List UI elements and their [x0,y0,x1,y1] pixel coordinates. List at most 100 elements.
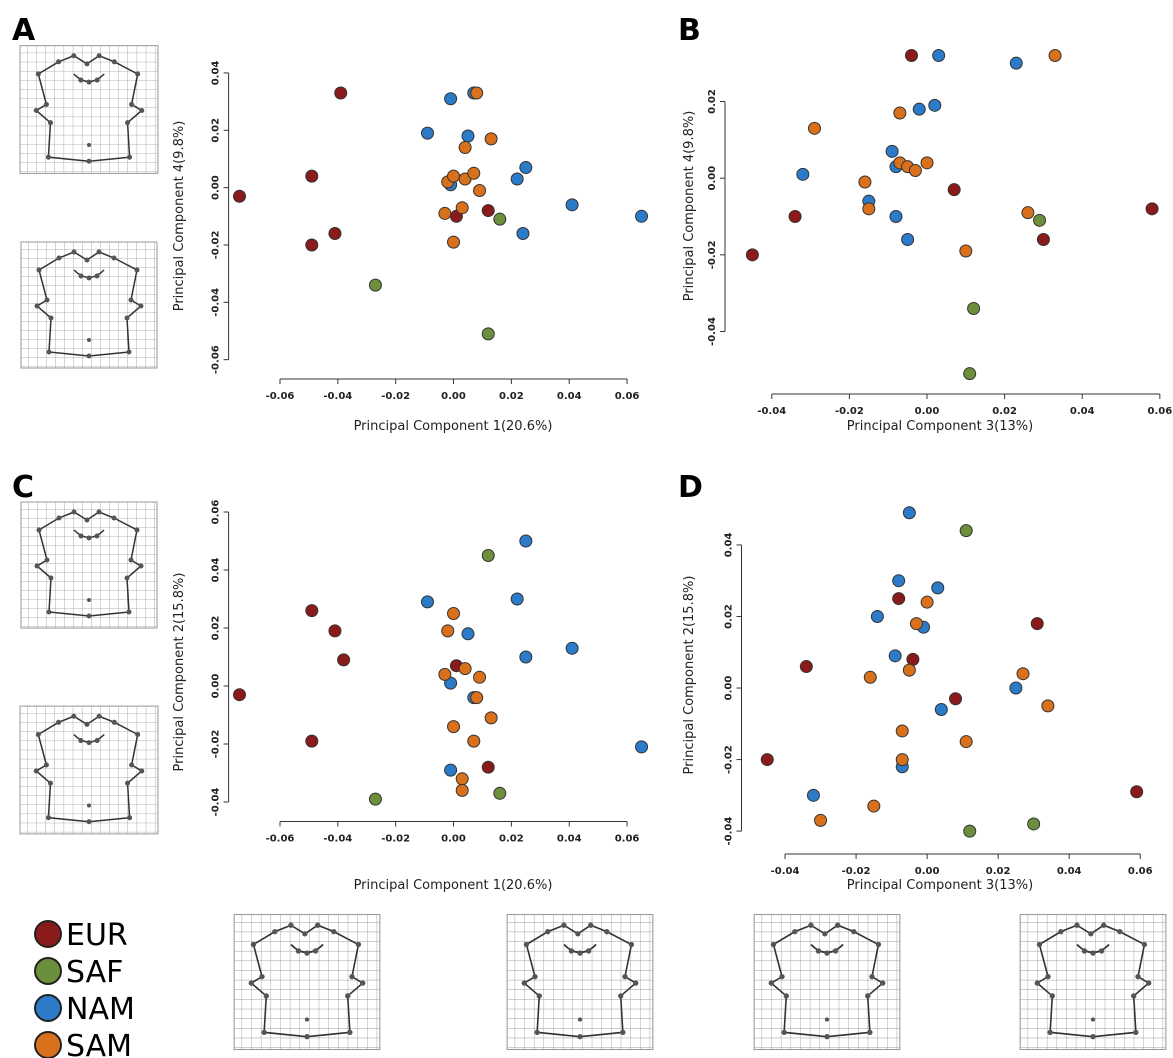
y-axis-title: Principal Component 2(15.8%) [172,573,187,772]
chart: D -0.04 -0.02 0.00 0.02 0.04 0.06 -0.04 -0.02 0.0… [678,470,1153,893]
point [420,126,434,140]
x-tick-label: 0.00 [915,866,940,877]
point [565,198,579,212]
x-axis-title: Principal Component 1(20.6%) [354,878,553,893]
point [461,627,475,641]
point [928,98,942,112]
point [909,617,923,631]
point [760,753,774,767]
point [799,660,813,674]
point [420,595,434,609]
point [565,641,579,655]
y-tick-label: 0.02 [211,118,222,143]
point [862,202,876,216]
x-tick-label: -0.02 [381,834,410,845]
point [368,792,382,806]
point [892,574,906,588]
point [447,235,461,249]
panel-label: C [12,470,34,505]
point [932,49,946,62]
x-tick-label: 0.06 [615,834,640,845]
point [481,549,495,562]
point [931,581,945,595]
x-tick-label: 0.04 [1057,866,1082,877]
point [796,167,810,181]
y-axis-title: Principal Component 4(9.8%) [172,121,187,312]
point [908,164,922,177]
x-tick-label: 0.06 [1147,406,1172,417]
point [305,604,319,618]
point [902,506,916,520]
y-tick-label: -0.06 [211,345,222,374]
chart: C -0.06 -0.04 -0.02 0.00 0.02 0.04 0.06 -0.04 -0.… [12,470,649,893]
y-tick-label: -0.02 [211,231,222,260]
point [473,670,487,684]
point [484,132,498,146]
x-tick-label: -0.02 [842,866,871,877]
x-tick-label: -0.06 [266,391,295,402]
point [444,763,458,777]
x-axis-title: Principal Component 3(13%) [847,878,1033,893]
point [510,172,524,186]
point [920,156,934,170]
y-tick-label: -0.04 [211,788,222,817]
y-tick-label: 0.04 [211,558,222,583]
point [334,86,348,100]
point [806,788,820,802]
point [893,106,907,120]
legend-label: NAM [66,992,135,1027]
point [455,772,469,786]
y-tick-label: -0.04 [707,317,718,346]
point [455,783,469,797]
y-tick-label: 0.04 [724,533,735,558]
point [902,663,916,677]
point [1145,202,1159,216]
point [1041,699,1055,713]
point [438,667,452,681]
point [467,734,481,748]
point [1036,233,1050,246]
point [484,711,498,725]
point [959,735,973,749]
point [305,734,319,748]
point [455,201,469,215]
point [963,367,977,381]
panel-label: D [678,470,703,505]
y-tick-label: 0.02 [211,616,222,641]
point [858,175,872,189]
chart: B -0.04 -0.02 0.00 0.02 0.04 0.06 -0.04 -0.02 0.0… [678,13,1172,434]
point [1048,49,1062,62]
y-tick-label: 0.00 [211,674,222,699]
x-tick-label: -0.06 [266,834,295,845]
point [895,724,909,738]
y-tick-label: 0.00 [724,676,735,701]
point [461,129,475,143]
x-tick-label: -0.02 [835,406,864,417]
point [807,121,821,135]
point [1033,213,1047,227]
x-tick-label: -0.02 [381,391,410,402]
point [1027,817,1041,831]
point [1009,56,1023,70]
point [967,302,981,315]
y-tick-label: -0.04 [724,817,735,846]
point [1130,785,1144,799]
x-tick-label: -0.04 [771,866,800,877]
point [458,662,472,676]
x-tick-label: 0.02 [499,391,524,402]
panel-label: B [678,13,701,48]
deformation-grids [18,44,1167,1051]
point [467,166,481,180]
x-tick-label: 0.06 [1128,866,1153,877]
point [895,753,909,767]
point [912,102,926,116]
point [745,248,759,262]
x-tick-label: -0.04 [757,406,786,417]
point [368,278,382,292]
legend-label: EUR [66,918,128,953]
point [635,740,649,754]
x-tick-label: 0.04 [557,834,582,845]
point [305,238,319,252]
